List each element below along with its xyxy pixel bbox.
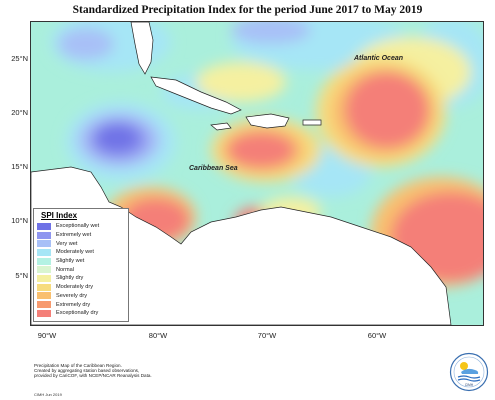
legend-label: Extremely wet — [56, 232, 92, 239]
legend-swatch — [37, 257, 51, 265]
legend-label: Moderately dry — [56, 284, 93, 291]
legend-label: Exceptionally dry — [56, 310, 99, 317]
atlantic-ocean-label: Atlantic Ocean — [354, 55, 404, 62]
legend-item: Slightly wet — [37, 257, 125, 266]
lat-tick-5n: 5°N — [15, 271, 28, 280]
lon-tick-90w: 90°W — [37, 331, 57, 340]
legend-label: Exceptionally wet — [56, 223, 100, 230]
lon-tick-60w: 60°W — [367, 331, 387, 340]
legend-swatch — [37, 309, 51, 317]
lat-tick-10n: 10°N — [11, 216, 28, 225]
legend-item: Moderately dry — [37, 283, 125, 292]
spi-legend: SPI Index Exceptionally wet Extremely wet… — [33, 208, 129, 322]
legend-label: Slightly dry — [56, 275, 84, 282]
legend-label: Moderately wet — [56, 249, 94, 256]
logo-text: CIMH — [465, 383, 474, 387]
legend-title: SPI Index — [41, 211, 78, 220]
legend-swatch — [37, 231, 51, 239]
legend-item: Moderately wet — [37, 248, 125, 257]
legend-label: Slightly wet — [56, 258, 85, 265]
legend-label: Severely dry — [56, 292, 88, 299]
legend-item: Exceptionally wet — [37, 222, 125, 231]
legend-swatch — [37, 266, 51, 274]
caribbean-sea-label: Caribbean Sea — [189, 165, 238, 172]
map-credit: CIMH Jun 2019 — [34, 392, 62, 397]
legend-swatch — [37, 292, 51, 300]
legend-items: Exceptionally wet Extremely wet Very wet Mo… — [37, 222, 125, 318]
legend-swatch — [37, 274, 51, 282]
legend-swatch — [37, 222, 51, 230]
coastlines — [31, 22, 452, 325]
legend-swatch — [37, 240, 51, 248]
legend-item: Extremely dry — [37, 300, 125, 309]
legend-swatch — [37, 248, 51, 256]
legend-item: Exceptionally dry — [37, 309, 125, 318]
lat-tick-15n: 15°N — [11, 162, 28, 171]
legend-item: Very wet — [37, 239, 125, 248]
legend-label: Normal — [56, 266, 75, 273]
map-title: Standardized Precipitation Index for the… — [72, 4, 423, 16]
cimh-logo: CIMH — [449, 352, 489, 392]
caption-line-3: provided by CariCOF, with NCEP/NCAR Rean… — [34, 373, 152, 379]
lon-tick-70w: 70°W — [257, 331, 277, 340]
caption-line-1: Precipitation Map of the Caribbean Regio… — [34, 363, 122, 368]
lat-tick-20n: 20°N — [11, 108, 28, 117]
legend-swatch — [37, 301, 51, 309]
map-caption: Precipitation Map of the Caribbean Regio… — [34, 363, 204, 379]
caption-line-2: Created by aggregating station based obs… — [34, 368, 140, 374]
legend-item: Severely dry — [37, 292, 125, 301]
legend-swatch — [37, 283, 51, 291]
lon-tick-80w: 80°W — [148, 331, 168, 340]
legend-item: Extremely wet — [37, 231, 125, 240]
legend-label: Very wet — [56, 240, 78, 247]
legend-item: Slightly dry — [37, 274, 125, 283]
legend-label: Extremely dry — [56, 301, 91, 308]
lat-tick-25n: 25°N — [11, 54, 28, 63]
legend-item: Normal — [37, 265, 125, 274]
